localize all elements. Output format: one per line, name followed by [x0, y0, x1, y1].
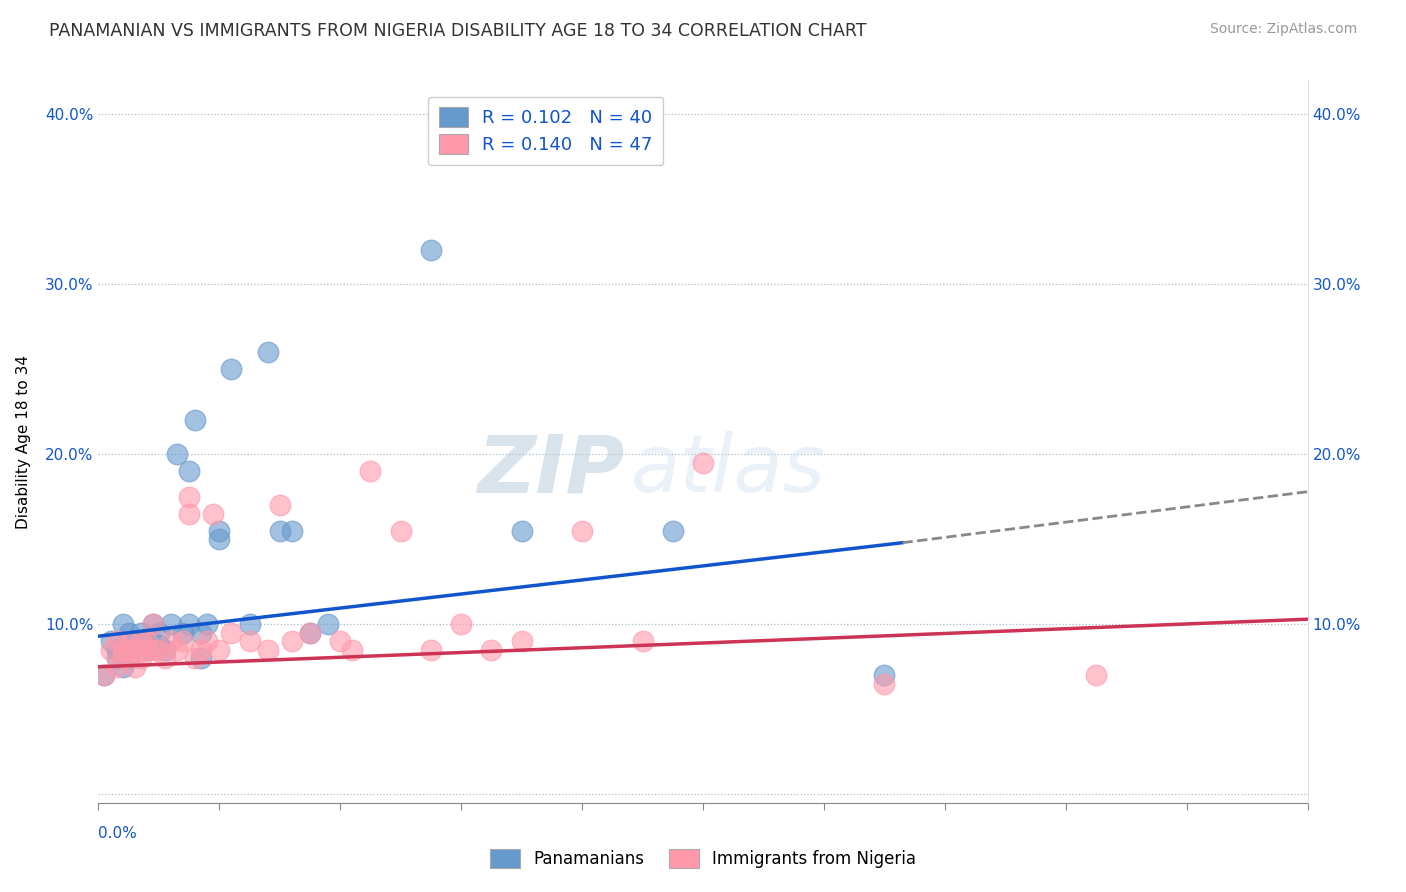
- Point: [420, 244, 443, 258]
- Text: Source: ZipAtlas.com: Source: ZipAtlas.com: [1209, 22, 1357, 37]
- Point: [873, 677, 896, 691]
- Point: [269, 524, 291, 538]
- Point: [450, 617, 472, 632]
- Point: [510, 634, 533, 648]
- Point: [190, 625, 212, 640]
- Point: [221, 625, 243, 640]
- Point: [142, 617, 165, 632]
- Point: [100, 634, 122, 648]
- Point: [184, 413, 207, 427]
- Point: [269, 498, 291, 512]
- Point: [93, 668, 115, 682]
- Point: [631, 634, 654, 648]
- Point: [221, 362, 243, 376]
- Point: [195, 634, 218, 648]
- Point: [100, 642, 122, 657]
- Point: [129, 634, 152, 648]
- Point: [118, 634, 141, 648]
- Point: [208, 524, 231, 538]
- Point: [172, 625, 194, 640]
- Point: [111, 642, 134, 657]
- Point: [148, 638, 170, 652]
- Point: [299, 625, 322, 640]
- Point: [481, 642, 503, 657]
- Point: [148, 642, 170, 657]
- Point: [124, 642, 146, 657]
- Point: [93, 668, 115, 682]
- Point: [190, 651, 212, 665]
- Point: [342, 642, 364, 657]
- Point: [111, 660, 134, 674]
- Point: [160, 617, 183, 632]
- Point: [179, 464, 201, 478]
- Point: [111, 651, 134, 665]
- Point: [661, 524, 683, 538]
- Text: 0.0%: 0.0%: [98, 826, 138, 841]
- Point: [118, 642, 141, 657]
- Point: [195, 617, 218, 632]
- Point: [202, 507, 225, 521]
- Point: [105, 660, 128, 674]
- Point: [179, 507, 201, 521]
- Point: [105, 634, 128, 648]
- Point: [148, 625, 170, 640]
- Point: [256, 345, 278, 359]
- Point: [316, 617, 339, 632]
- Point: [118, 625, 141, 640]
- Point: [692, 456, 714, 470]
- Point: [135, 631, 157, 645]
- Text: ZIP: ZIP: [477, 432, 624, 509]
- Point: [166, 447, 188, 461]
- Point: [208, 642, 231, 657]
- Y-axis label: Disability Age 18 to 34: Disability Age 18 to 34: [17, 354, 31, 529]
- Text: PANAMANIAN VS IMMIGRANTS FROM NIGERIA DISABILITY AGE 18 TO 34 CORRELATION CHART: PANAMANIAN VS IMMIGRANTS FROM NIGERIA DI…: [49, 22, 866, 40]
- Point: [179, 617, 201, 632]
- Point: [510, 524, 533, 538]
- Point: [420, 642, 443, 657]
- Point: [105, 651, 128, 665]
- Point: [129, 634, 152, 648]
- Point: [172, 634, 194, 648]
- Point: [329, 634, 352, 648]
- Legend: Panamanians, Immigrants from Nigeria: Panamanians, Immigrants from Nigeria: [484, 843, 922, 875]
- Point: [124, 660, 146, 674]
- Point: [571, 524, 593, 538]
- Point: [142, 642, 165, 657]
- Point: [239, 634, 262, 648]
- Point: [111, 617, 134, 632]
- Point: [281, 524, 304, 538]
- Point: [179, 490, 201, 504]
- Point: [153, 642, 176, 657]
- Point: [135, 642, 157, 657]
- Point: [190, 642, 212, 657]
- Point: [124, 634, 146, 648]
- Point: [1085, 668, 1108, 682]
- Point: [389, 524, 412, 538]
- Point: [129, 625, 152, 640]
- Point: [135, 642, 157, 657]
- Point: [118, 651, 141, 665]
- Point: [239, 617, 262, 632]
- Point: [208, 533, 231, 547]
- Point: [166, 642, 188, 657]
- Point: [360, 464, 382, 478]
- Text: atlas: atlas: [630, 432, 825, 509]
- Point: [153, 651, 176, 665]
- Point: [105, 642, 128, 657]
- Point: [256, 642, 278, 657]
- Legend: R = 0.102   N = 40, R = 0.140   N = 47: R = 0.102 N = 40, R = 0.140 N = 47: [427, 96, 664, 165]
- Point: [142, 617, 165, 632]
- Point: [129, 651, 152, 665]
- Point: [184, 651, 207, 665]
- Point: [299, 625, 322, 640]
- Point: [160, 634, 183, 648]
- Point: [281, 634, 304, 648]
- Point: [873, 668, 896, 682]
- Point: [135, 634, 157, 648]
- Point: [124, 642, 146, 657]
